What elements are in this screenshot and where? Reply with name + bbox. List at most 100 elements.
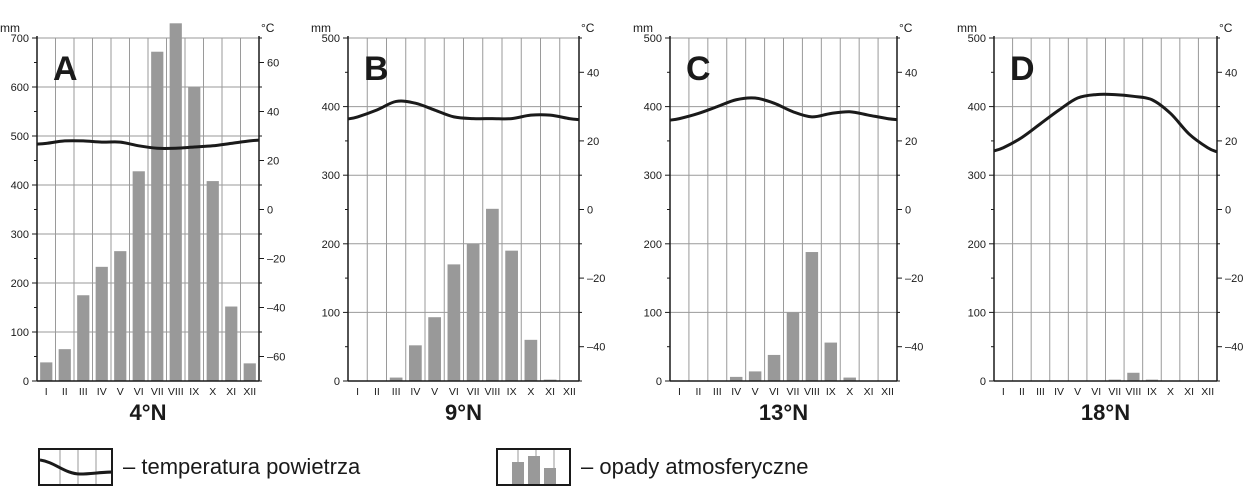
chart-d-left-tick-label: 200 xyxy=(968,239,986,251)
chart-b-month-label-II: II xyxy=(374,386,380,398)
chart-c-left-tick-label: 300 xyxy=(644,170,662,182)
legend-precipitation: – opady atmosferyczne xyxy=(496,448,808,486)
chart-d-month-label-IV: IV xyxy=(1054,386,1064,398)
chart-c-right-tick-label: 20 xyxy=(905,136,917,148)
chart-c-bar-VI xyxy=(767,354,781,381)
chart-c-left-tick-label: 200 xyxy=(644,239,662,251)
chart-a-month-label-VIII: VIII xyxy=(168,386,184,398)
chart-c-month-label-III: III xyxy=(713,386,722,398)
chart-b-left-tick-label: 100 xyxy=(322,307,340,319)
chart-b-bar-V xyxy=(428,317,441,381)
chart-a-right-tick-label: 0 xyxy=(267,205,273,217)
chart-d-month-label-XI: XI xyxy=(1184,386,1194,398)
chart-b-bar-VII xyxy=(466,243,480,381)
chart-a-temperature-line xyxy=(36,138,260,150)
chart-a-right-tick-label: 60 xyxy=(267,58,279,70)
chart-c-latitude: 13°N xyxy=(759,400,808,420)
chart-c-month-label-XI: XI xyxy=(864,386,874,398)
chart-c-month-label-XII: XII xyxy=(881,386,894,398)
chart-d-left-tick-label: 100 xyxy=(968,307,986,319)
chart-c-bar-VII xyxy=(786,312,800,381)
chart-a-bar-III xyxy=(77,295,90,381)
chart-c-month-label-VIII: VIII xyxy=(804,386,820,398)
chart-d-unit-left: mm xyxy=(957,21,977,35)
chart-c-unit-left: mm xyxy=(633,21,653,35)
chart-a-month-label-VI: VI xyxy=(134,386,144,398)
chart-c-month-label-X: X xyxy=(846,386,853,398)
chart-a-month-label-III: III xyxy=(79,386,88,398)
chart-c-bar-VIII xyxy=(805,252,819,381)
chart-a-month-label-II: II xyxy=(62,386,68,398)
chart-c-left-tick-label: 400 xyxy=(644,102,662,114)
chart-a-letter: A xyxy=(53,50,78,88)
chart-b-bar-VIII xyxy=(486,208,499,381)
chart-d-month-label-II: II xyxy=(1019,386,1025,398)
chart-a-right-tick-label: 20 xyxy=(267,156,279,168)
chart-d-unit-right: °C xyxy=(1219,21,1233,35)
chart-b-right-tick-label: –20 xyxy=(587,273,605,285)
chart-a-bar-XI xyxy=(225,306,238,381)
chart-b-month-label-VI: VI xyxy=(449,386,459,398)
chart-c-month-label-IV: IV xyxy=(731,386,741,398)
chart-c-month-label-II: II xyxy=(695,386,701,398)
chart-d-right-tick-label: –40 xyxy=(1225,342,1243,354)
chart-b-month-label-VII: VII xyxy=(467,386,480,398)
chart-a-left-tick-label: 400 xyxy=(11,180,29,192)
chart-d-left-tick-label: 400 xyxy=(968,102,986,114)
chart-a-month-label-VII: VII xyxy=(151,386,164,398)
chart-b-unit-left: mm xyxy=(311,21,331,35)
legend-temperature-label: – temperatura powietrza xyxy=(123,454,361,479)
chart-a-right-tick-label: –40 xyxy=(267,303,285,315)
chart-b-bar-X xyxy=(524,339,538,381)
chart-d-right-tick-label: –20 xyxy=(1225,273,1243,285)
chart-a-month-label-IV: IV xyxy=(97,386,107,398)
chart-d-month-label-VI: VI xyxy=(1091,386,1101,398)
chart-a-left-tick-label: 0 xyxy=(23,376,29,388)
chart-a-bar-X xyxy=(206,181,219,381)
legend-precipitation-label: – opady atmosferyczne xyxy=(581,454,809,479)
chart-c-right-tick-label: 40 xyxy=(905,67,917,79)
chart-b-left-tick-label: 300 xyxy=(322,170,340,182)
chart-c-month-label-IX: IX xyxy=(826,386,836,398)
chart-c-bar-IV xyxy=(729,376,743,381)
chart-b-month-label-III: III xyxy=(392,386,401,398)
chart-a-bar-XII xyxy=(243,363,256,381)
chart-a-latitude: 4°N xyxy=(130,400,167,420)
chart-d-month-label-VIII: VIII xyxy=(1125,386,1141,398)
chart-a-left-tick-label: 600 xyxy=(11,82,29,94)
chart-d-left-tick-label: 0 xyxy=(980,376,986,388)
chart-a-unit-right: °C xyxy=(261,21,275,35)
chart-d-bar-VIII xyxy=(1127,372,1140,381)
chart-a-left-tick-label: 500 xyxy=(11,131,29,143)
chart-a-bar-VI xyxy=(132,171,145,381)
chart-a-right-tick-label: 40 xyxy=(267,107,279,119)
chart-b-right-tick-label: 0 xyxy=(587,205,593,217)
chart-b-month-label-I: I xyxy=(356,386,359,398)
chart-d-left-tick-label: 300 xyxy=(968,170,986,182)
chart-a-month-label-XI: XI xyxy=(226,386,236,398)
chart-d-month-label-III: III xyxy=(1036,386,1045,398)
chart-c-left-tick-label: 0 xyxy=(656,376,662,388)
chart-a-month-label-IX: IX xyxy=(189,386,199,398)
chart-b-month-label-IX: IX xyxy=(507,386,517,398)
climate-charts: 0100200300400500600700–60–40–200204060mm… xyxy=(0,21,1243,420)
chart-c-bar-V xyxy=(748,371,762,381)
chart-b-month-label-XII: XII xyxy=(563,386,576,398)
chart-a-bar-VIII xyxy=(169,23,182,382)
chart-a-bar-I xyxy=(40,362,53,381)
chart-b-bar-IV xyxy=(409,345,422,381)
chart-b-month-label-VIII: VIII xyxy=(484,386,500,398)
chart-c-bar-X xyxy=(843,377,856,381)
chart-b-right-tick-label: –40 xyxy=(587,342,605,354)
chart-c-right-tick-label: –40 xyxy=(905,342,923,354)
chart-a-bar-IX xyxy=(188,87,201,381)
chart-b-left-tick-label: 500 xyxy=(322,33,340,45)
legend-precipitation-swatch xyxy=(496,448,571,486)
chart-c-left-tick-label: 500 xyxy=(644,33,662,45)
chart-d-month-label-XII: XII xyxy=(1201,386,1214,398)
chart-c-month-label-VI: VI xyxy=(769,386,779,398)
chart-d-month-label-V: V xyxy=(1074,386,1081,398)
chart-a-unit-left: mm xyxy=(0,21,20,35)
chart-b-month-label-XI: XI xyxy=(545,386,555,398)
chart-b-left-tick-label: 0 xyxy=(334,376,340,388)
